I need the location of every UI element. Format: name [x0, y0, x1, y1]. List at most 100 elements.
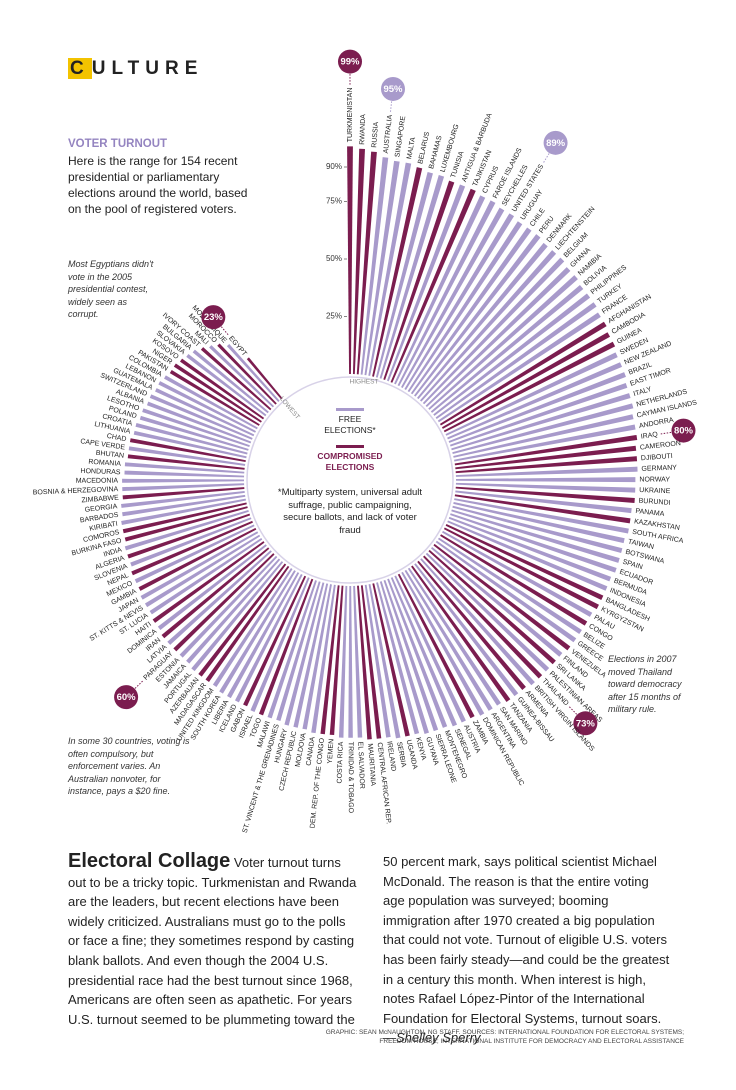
bar	[439, 321, 607, 426]
bar	[407, 221, 523, 393]
bar	[443, 527, 599, 610]
bar	[454, 424, 636, 462]
category-label: BURUNDI	[638, 498, 670, 507]
bar	[124, 506, 248, 542]
bar	[347, 146, 353, 375]
bar	[284, 582, 325, 726]
bar	[130, 517, 252, 567]
footnote: *Multiparty system, universal adult suff…	[277, 487, 423, 536]
bar	[142, 408, 250, 448]
category-label: GERMANY	[641, 465, 677, 473]
category-label: SERBIA	[395, 741, 407, 768]
callout-badge	[114, 685, 139, 710]
bar	[423, 555, 543, 679]
bar	[448, 372, 626, 443]
headline: Electoral Collage	[68, 850, 231, 872]
bar	[417, 242, 548, 400]
bar	[234, 573, 303, 703]
bar	[454, 494, 631, 524]
callout-leader	[389, 100, 393, 112]
category-label: BELARUS	[417, 131, 431, 165]
bar	[226, 343, 280, 402]
bar	[122, 502, 247, 534]
bar	[420, 250, 557, 402]
bar	[250, 577, 310, 713]
annotation: In some 30 countries, voting is often co…	[68, 736, 190, 796]
bar	[155, 388, 255, 437]
bar	[227, 572, 300, 699]
bar	[338, 585, 348, 738]
category-label: RUSSIA	[371, 121, 380, 148]
bar	[364, 584, 391, 738]
category-label: DJIBOUTI	[641, 453, 673, 462]
bar	[420, 558, 535, 686]
bar	[433, 543, 571, 651]
bar	[437, 537, 582, 635]
bar	[246, 357, 283, 400]
value-label: 99%	[340, 57, 360, 68]
callout-badge	[543, 130, 568, 155]
tick-label: 75%	[326, 197, 342, 206]
category-label: SINGAPORE	[394, 115, 407, 158]
bar	[200, 347, 272, 411]
bar	[205, 565, 290, 682]
bar	[122, 483, 245, 492]
bar	[329, 585, 344, 736]
legend-swatch	[336, 445, 364, 448]
category-label: ROMANIA	[88, 459, 121, 468]
bar	[445, 352, 618, 436]
category-label: GEORGIA	[84, 503, 118, 514]
bar	[217, 343, 277, 405]
bar	[430, 546, 563, 657]
category-label: ANDORRA	[638, 417, 674, 430]
bar	[452, 403, 634, 454]
bar	[372, 583, 410, 737]
bar	[149, 394, 253, 440]
category-label: UKRAINE	[639, 487, 671, 495]
bar	[124, 462, 245, 474]
bar	[364, 160, 400, 376]
bar	[435, 302, 597, 420]
bar	[448, 516, 612, 582]
value-label: 23%	[204, 312, 224, 323]
tick-label: 90%	[326, 162, 342, 171]
bar	[122, 487, 245, 500]
end-label: HIGHEST	[350, 379, 379, 386]
bar	[379, 581, 429, 734]
bar	[442, 530, 593, 617]
bar	[422, 257, 565, 405]
bar	[401, 571, 485, 716]
category-label: MALTA	[406, 136, 417, 160]
bar	[447, 362, 623, 440]
bar	[169, 369, 260, 426]
category-label: ITALY	[633, 386, 653, 398]
value-label: 95%	[383, 84, 403, 95]
bar	[428, 275, 578, 410]
legend-label: COMPROMISED ELECTIONS	[317, 451, 383, 472]
category-label: MAURITANIA	[366, 743, 376, 786]
bar	[161, 547, 270, 639]
category-label: ZIMBABWE	[81, 495, 119, 505]
callout-badge	[573, 711, 598, 736]
bar	[140, 531, 259, 600]
bar	[445, 524, 604, 601]
bar	[293, 583, 329, 728]
value-label: 60%	[117, 692, 137, 703]
category-label: NORWAY	[639, 476, 670, 483]
bar	[414, 234, 541, 397]
bar	[404, 569, 493, 711]
bar	[372, 167, 423, 377]
bar	[357, 585, 372, 740]
bar	[447, 520, 608, 591]
bar	[152, 541, 265, 623]
bar	[243, 575, 307, 707]
bar	[276, 581, 321, 722]
bar	[129, 438, 246, 463]
category-label: CAMEROON	[640, 440, 682, 452]
bar	[127, 454, 245, 470]
bar	[425, 267, 571, 408]
category-label: IRAQ	[640, 431, 659, 441]
bar	[455, 477, 636, 483]
bar	[158, 381, 256, 433]
